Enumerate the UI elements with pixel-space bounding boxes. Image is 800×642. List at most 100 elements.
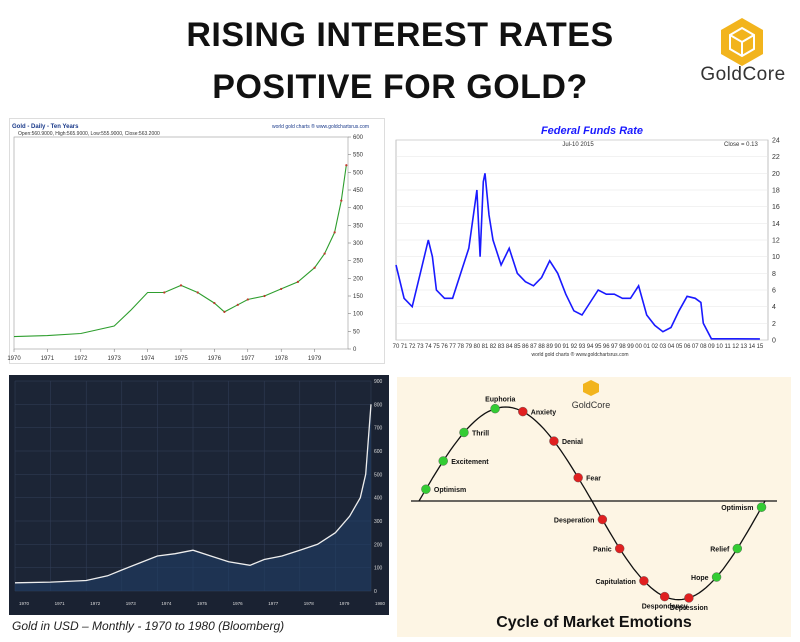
y-tick-label: 300 xyxy=(374,519,383,525)
price-point xyxy=(280,287,283,291)
x-tick-label: 79 xyxy=(465,344,472,350)
x-tick-label: 05 xyxy=(676,344,683,350)
x-year-label: 1976 xyxy=(233,601,244,606)
x-tick-label: 08 xyxy=(700,344,707,350)
x-tick-label: 93 xyxy=(579,344,586,350)
stage-dot xyxy=(597,514,608,525)
stage-dot xyxy=(438,456,448,466)
x-tick-label: 07 xyxy=(692,344,699,350)
x-tick-label: 04 xyxy=(668,344,675,350)
x-tick-label: 98 xyxy=(619,344,626,350)
x-tick-label: 73 xyxy=(417,344,424,350)
x-tick-label: 12 xyxy=(732,344,739,350)
x-year-label: 1975 xyxy=(197,601,208,606)
x-tick-label: 84 xyxy=(506,344,513,350)
stage-label: Fear xyxy=(586,476,601,483)
stage-dot xyxy=(684,593,694,603)
x-tick-label: 11 xyxy=(724,344,731,350)
x-tick-label: 1972 xyxy=(74,356,88,362)
chart-subtitle: Jul-10 2015 xyxy=(562,142,594,148)
stage-dot xyxy=(639,576,649,586)
y-tick-label: 8 xyxy=(772,271,776,278)
x-tick-label: 94 xyxy=(587,344,594,350)
x-tick-label: 74 xyxy=(425,344,432,350)
gold-monthly-line xyxy=(14,404,372,584)
x-tick-label: 1978 xyxy=(275,356,289,362)
x-tick-label: 03 xyxy=(660,344,667,350)
y-tick-label: 700 xyxy=(374,426,383,432)
y-tick-label: 4 xyxy=(772,304,776,311)
y-tick-label: 300 xyxy=(353,241,364,247)
x-year-label: 1977 xyxy=(268,601,279,606)
x-tick-label: 90 xyxy=(554,344,561,350)
gold-monthly-chart-svg: 0 100 200 300 400 500 600 700 800 900 1970 1971 1972… xyxy=(14,379,386,606)
price-point xyxy=(313,266,316,269)
market-emotions-diagram: GoldCore Optimism Excitement Thrill Euphoria… xyxy=(397,377,791,637)
diagram-brand: GoldCore xyxy=(572,400,611,410)
goldcore-logo-text: GoldCore xyxy=(700,64,786,85)
page-title-line-2: POSITIVE FOR GOLD? xyxy=(212,68,588,106)
x-tick-label: 78 xyxy=(457,344,464,350)
x-tick-label: 14 xyxy=(748,344,755,350)
x-year-label: 1972 xyxy=(90,601,101,606)
x-tick-label: 85 xyxy=(514,344,521,350)
y-tick-label: 600 xyxy=(374,449,383,455)
chart-source: world gold charts ® www.goldchartsrus.co… xyxy=(272,123,369,130)
price-point xyxy=(263,294,266,298)
chart-source: world gold charts ® www.goldchartsrus.co… xyxy=(531,351,628,358)
price-point xyxy=(246,298,249,301)
stage-label: Euphoria xyxy=(485,397,515,404)
gold-daily-chart: Gold - Daily - Ten Years world gold chart… xyxy=(7,118,385,364)
y-tick-label: 500 xyxy=(374,472,383,478)
x-year-label: 1973 xyxy=(126,601,137,606)
stage-label: Thrill xyxy=(472,430,489,437)
x-tick-label: 1974 xyxy=(141,356,155,362)
x-year-label: 1970 xyxy=(19,601,30,606)
stage-dot xyxy=(732,543,743,554)
x-year-label: 1974 xyxy=(161,601,172,606)
y-tick-label: 20 xyxy=(772,171,780,178)
stage-label: Hope xyxy=(691,575,709,582)
x-tick-label: 1970 xyxy=(7,356,21,362)
stage-label: Panic xyxy=(593,547,612,554)
stage-label: Optimism xyxy=(721,505,753,512)
stage-dot xyxy=(573,472,583,483)
y-tick-label: 200 xyxy=(353,276,364,282)
market-emotions-title: Cycle of Market Emotions xyxy=(496,614,692,631)
y-tick-label: 150 xyxy=(353,294,364,300)
stage-dot xyxy=(549,436,559,446)
x-tick-label: 01 xyxy=(643,344,650,350)
stage-label: Optimism xyxy=(434,487,466,494)
stage-dot xyxy=(518,406,528,417)
x-tick-label: 87 xyxy=(530,344,537,350)
y-tick-label: 250 xyxy=(353,259,364,265)
x-tick-label: 09 xyxy=(708,344,715,350)
x-tick-label: 82 xyxy=(490,344,497,350)
y-tick-label: 200 xyxy=(374,542,383,548)
x-tick-label: 99 xyxy=(627,344,634,350)
x-tick-label: 70 xyxy=(393,344,400,350)
stage-label: Denial xyxy=(562,439,583,446)
stage-dot xyxy=(711,572,722,582)
y-tick-label: 900 xyxy=(374,379,383,385)
x-tick-label: 1971 xyxy=(41,356,55,362)
price-point xyxy=(163,291,166,294)
stage-label: Depression xyxy=(670,605,708,612)
stage-label: Desperation xyxy=(554,517,594,524)
x-tick-label: 92 xyxy=(571,344,578,350)
y-tick-label: 24 xyxy=(772,138,780,145)
price-point xyxy=(345,164,348,167)
y-tick-label: 400 xyxy=(374,496,383,502)
x-year-label: 1980 xyxy=(375,601,386,606)
y-tick-label: 450 xyxy=(353,188,364,194)
plot-area xyxy=(13,136,349,350)
y-tick-label: 14 xyxy=(772,221,780,228)
x-year-label: 1979 xyxy=(339,601,350,606)
stage-label: Despondency xyxy=(642,604,688,611)
x-tick-label: 1977 xyxy=(241,356,255,362)
x-tick-label: 1975 xyxy=(174,356,188,362)
y-tick-label: 22 xyxy=(772,154,780,161)
y-tick-label: 12 xyxy=(772,238,780,245)
x-tick-label: 13 xyxy=(740,344,747,350)
